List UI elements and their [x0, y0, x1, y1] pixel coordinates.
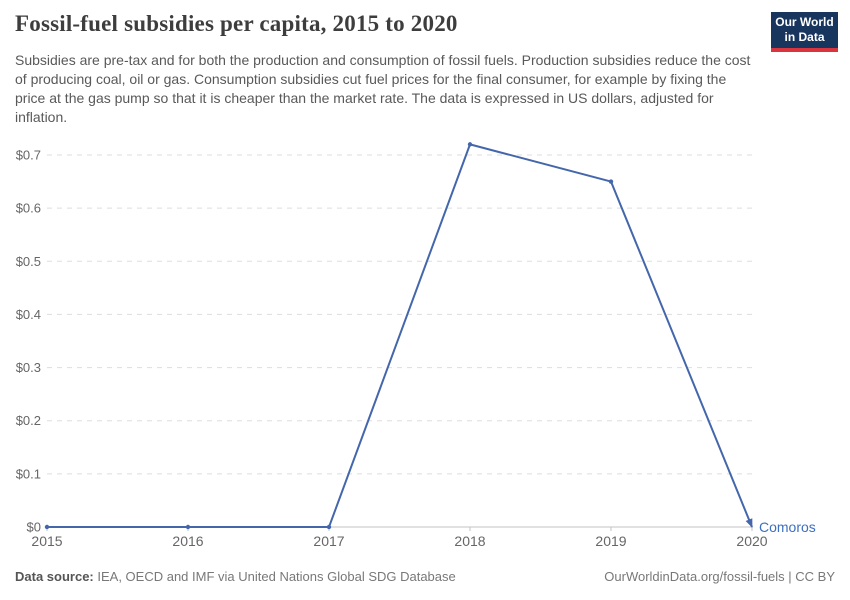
x-tick-label: 2017 [313, 533, 344, 549]
y-tick-label: $0.2 [16, 413, 41, 428]
x-tick-label: 2016 [172, 533, 203, 549]
data-line[interactable] [47, 143, 753, 528]
y-axis-labels: $0 $0.1 $0.2 $0.3 $0.4 $0.5 $0.6 $0.7 [16, 148, 41, 535]
y-tick-label: $0.4 [16, 307, 41, 322]
line-end-arrow-icon [745, 518, 753, 528]
x-tick-label: 2019 [595, 533, 626, 549]
x-tick-label: 2015 [31, 533, 62, 549]
y-tick-label: $0.6 [16, 201, 41, 216]
data-point[interactable] [467, 142, 473, 147]
data-point[interactable] [185, 524, 191, 530]
data-point[interactable] [326, 524, 332, 530]
chart-footer: Data source: IEA, OECD and IMF via Unite… [15, 569, 835, 584]
x-tick-label: 2018 [454, 533, 485, 549]
data-source-value: IEA, OECD and IMF via United Nations Glo… [97, 569, 456, 584]
y-tick-label: $0 [27, 520, 41, 535]
owid-logo-line2: in Data [784, 30, 825, 45]
y-tick-label: $0.3 [16, 360, 41, 375]
gridlines [47, 154, 752, 475]
data-source-label: Data source: [15, 569, 94, 584]
owid-logo-line1: Our World [775, 15, 834, 29]
x-axis-labels: 2015 2016 2017 2018 2019 2020 [31, 527, 768, 549]
data-source: Data source: IEA, OECD and IMF via Unite… [15, 569, 456, 584]
y-tick-label: $0.1 [16, 466, 41, 481]
owid-logo[interactable]: Our World in Data [771, 12, 838, 52]
data-point[interactable] [608, 179, 614, 184]
chart-subtitle: Subsidies are pre-tax and for both the p… [15, 52, 751, 126]
entity-label[interactable]: Comoros [759, 519, 816, 535]
credit-link[interactable]: OurWorldinData.org/fossil-fuels | CC BY [604, 569, 835, 584]
x-tick-label: 2020 [736, 533, 767, 549]
page-title: Fossil-fuel subsidies per capita, 2015 t… [15, 11, 458, 36]
y-tick-label: $0.7 [16, 148, 41, 163]
data-point[interactable] [44, 524, 50, 530]
y-tick-label: $0.5 [16, 254, 41, 269]
